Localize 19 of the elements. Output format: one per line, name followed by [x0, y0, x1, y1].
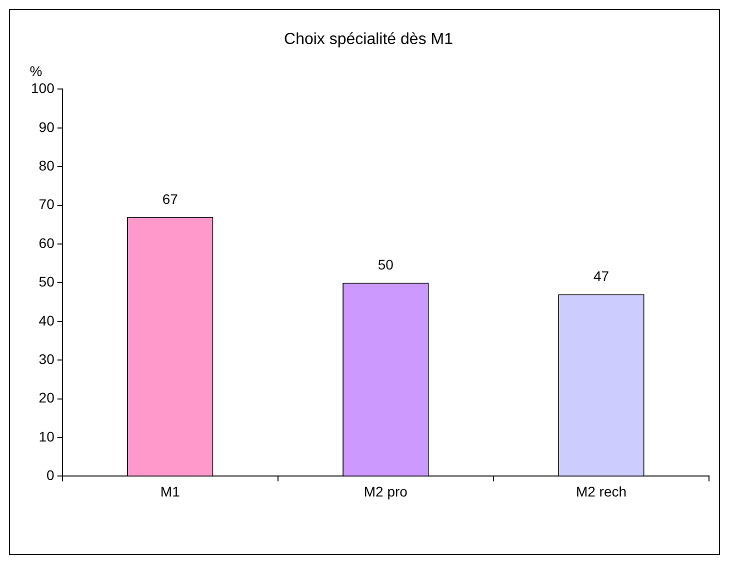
y-tick-label: 0 [46, 467, 55, 484]
y-tick-label: 30 [38, 350, 55, 367]
x-tick-label: M2 pro [364, 483, 408, 500]
data-label: 50 [378, 256, 394, 273]
y-axis-title: % [30, 63, 42, 80]
y-tick-label: 90 [38, 118, 55, 135]
x-tick-label: M1 [160, 483, 180, 500]
y-tick-label: 50 [38, 274, 55, 290]
data-label: 67 [162, 190, 178, 207]
y-tick-label: 80 [38, 157, 55, 174]
y-tick-label: 70 [38, 196, 55, 212]
y-tick-label: 20 [38, 390, 55, 406]
y-tick-label: 10 [38, 428, 55, 444]
chart-title: Choix spécialité dès M1 [284, 31, 454, 48]
y-tick-label: 100 [31, 80, 55, 96]
y-tick-label: 40 [38, 312, 55, 328]
x-tick-label: M2 rech [576, 483, 627, 500]
y-tick-label: 60 [38, 234, 55, 251]
data-label: 47 [593, 268, 610, 284]
